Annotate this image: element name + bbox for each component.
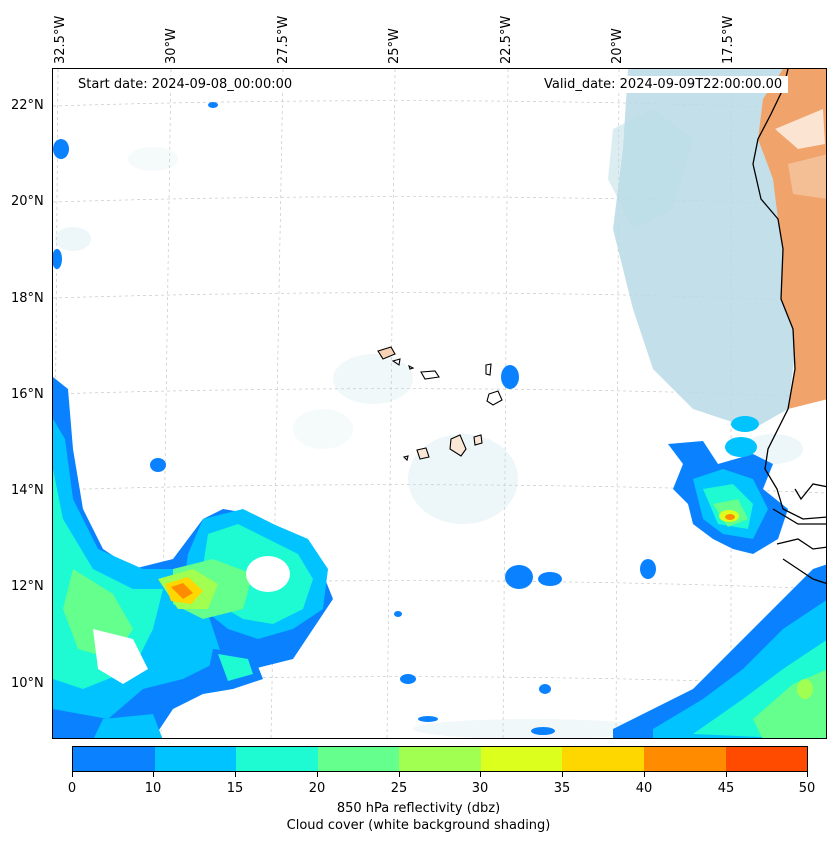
colorbar-tick — [480, 772, 481, 777]
lon-label-27-5w: 27.5°W — [276, 15, 291, 64]
colorbar-tick-label: 10 — [144, 781, 162, 796]
lat-label-20n: 20°N — [11, 194, 44, 209]
colorbar-tick-label: 45 — [717, 781, 735, 796]
colorbar-tick — [807, 772, 808, 777]
colorbar-segment-20-25 — [317, 747, 400, 771]
colorbar-tick-label: 40 — [635, 781, 653, 796]
colorbar-label-reflectivity: 850 hPa reflectivity (dbz) — [336, 801, 501, 816]
map-panel — [52, 68, 827, 739]
colorbar-tick — [72, 772, 73, 777]
reflectivity-contours — [53, 102, 826, 738]
colorbar-segment-15-20 — [236, 747, 318, 771]
lon-label-20w: 20°W — [610, 28, 625, 64]
colorbar-tick — [399, 772, 400, 777]
colorbar-segment-35-40 — [562, 747, 644, 771]
lat-label-14n: 14°N — [11, 483, 44, 498]
reflectivity-map — [53, 69, 826, 738]
colorbar-tick — [726, 772, 727, 777]
colorbar-tick — [153, 772, 154, 777]
coastlines — [752, 69, 826, 585]
colorbar-segment-40-45 — [643, 747, 726, 771]
lat-label-10n: 10°N — [11, 676, 44, 691]
colorbar-tick — [562, 772, 563, 777]
colorbar-tick-label: 35 — [553, 781, 571, 796]
colorbar-tick-label: 15 — [226, 781, 244, 796]
cape-verde-islands — [377, 346, 503, 462]
start-date-label: Start date: 2024-09-08_00:00:00 — [72, 76, 299, 93]
cloud-cover-shading — [55, 69, 803, 738]
lat-label-12n: 12°N — [11, 579, 44, 594]
lat-label-18n: 18°N — [11, 291, 44, 306]
colorbar-tick — [317, 772, 318, 777]
lon-label-17-5w: 17.5°W — [721, 15, 736, 64]
colorbar-tick — [235, 772, 236, 777]
colorbar-segment-45-50 — [725, 747, 808, 771]
lat-label-16n: 16°N — [11, 387, 44, 402]
lon-label-22-5w: 22.5°W — [499, 15, 514, 64]
colorbar-tick-label: 25 — [390, 781, 408, 796]
colorbar-tick-label: 50 — [798, 781, 816, 796]
colorbar-tick-label: 20 — [308, 781, 326, 796]
lon-label-32-5w: 32.5°W — [53, 15, 68, 64]
reflectivity-colorbar — [72, 746, 808, 772]
colorbar-tick-label: 30 — [471, 781, 489, 796]
land-desert-shading — [758, 69, 826, 409]
lon-label-25w: 25°W — [387, 28, 402, 64]
valid-date-label: Valid_date: 2024-09-09T22:00:00.00 — [538, 76, 789, 93]
colorbar-label-cloud-cover: Cloud cover (white background shading) — [286, 818, 551, 833]
lat-label-22n: 22°N — [11, 98, 44, 113]
colorbar-tick — [644, 772, 645, 777]
colorbar-segment-10-15 — [154, 747, 237, 771]
colorbar-segment-25-30 — [399, 747, 481, 771]
colorbar-tick-label: 0 — [67, 781, 77, 796]
colorbar-segment-30-35 — [480, 747, 563, 771]
lon-label-30w: 30°W — [164, 28, 179, 64]
colorbar-segment-0-10 — [73, 747, 155, 771]
